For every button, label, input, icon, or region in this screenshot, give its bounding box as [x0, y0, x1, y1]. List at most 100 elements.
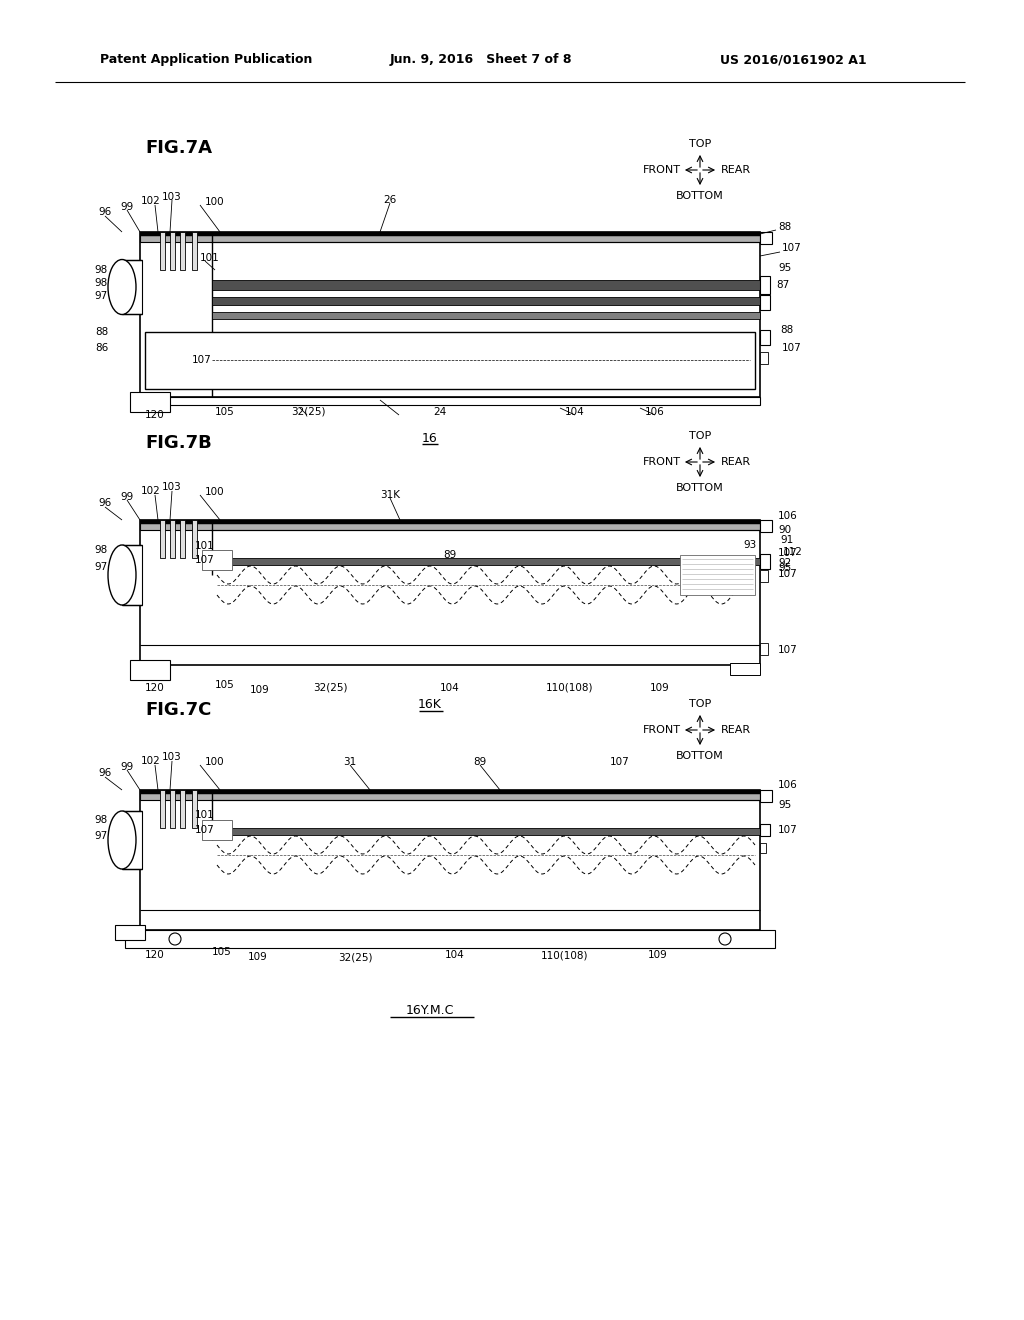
Text: 101: 101 [200, 253, 220, 263]
Bar [212, 297, 760, 305]
Text: 107: 107 [195, 554, 215, 565]
Text: 110(108): 110(108) [542, 950, 589, 960]
Bar [122, 810, 142, 869]
Bar [140, 520, 760, 665]
Text: 120: 120 [145, 950, 165, 960]
Text: 107: 107 [778, 825, 798, 836]
Text: 103: 103 [162, 191, 182, 202]
Text: 98: 98 [95, 265, 108, 275]
Bar [193, 232, 197, 271]
Text: 31K: 31K [380, 490, 400, 500]
Bar [193, 789, 197, 828]
Bar [140, 520, 760, 531]
Bar [760, 554, 770, 569]
Bar [760, 352, 768, 364]
Bar [212, 828, 760, 836]
Text: US 2016/0161902 A1: US 2016/0161902 A1 [720, 54, 866, 66]
Bar [760, 843, 766, 853]
Text: 107: 107 [782, 343, 802, 352]
Bar [140, 397, 760, 405]
Text: 107: 107 [195, 825, 215, 836]
Text: 96: 96 [98, 207, 112, 216]
Text: 97: 97 [95, 290, 108, 301]
Text: 109: 109 [648, 950, 668, 960]
Text: 95: 95 [778, 263, 792, 273]
Text: 105: 105 [215, 680, 234, 690]
Text: FRONT: FRONT [643, 165, 681, 176]
Bar [760, 330, 770, 345]
Bar [212, 280, 760, 290]
Bar [680, 554, 755, 595]
Text: 99: 99 [121, 202, 133, 213]
Text: 107: 107 [782, 243, 802, 253]
Text: TOP: TOP [689, 432, 711, 441]
Text: 101: 101 [195, 810, 215, 820]
Bar [760, 643, 768, 655]
Text: 104: 104 [445, 950, 465, 960]
Text: 99: 99 [121, 762, 133, 772]
Text: 89: 89 [473, 756, 486, 767]
Text: 106: 106 [778, 780, 798, 789]
Bar [140, 232, 760, 397]
Text: 86: 86 [95, 343, 108, 352]
Text: BOTTOM: BOTTOM [676, 191, 724, 201]
Text: REAR: REAR [721, 165, 751, 176]
Ellipse shape [108, 810, 136, 869]
Bar [140, 789, 760, 931]
Bar [160, 520, 165, 558]
Text: 109: 109 [248, 952, 268, 962]
Text: 99: 99 [121, 492, 133, 502]
Bar [122, 260, 142, 314]
Text: 88: 88 [780, 325, 794, 335]
Bar [122, 545, 142, 605]
Text: 101: 101 [195, 541, 215, 550]
Ellipse shape [108, 260, 136, 314]
Text: 96: 96 [98, 768, 112, 777]
Text: 88: 88 [95, 327, 108, 337]
Text: 88: 88 [778, 222, 792, 232]
Text: 98: 98 [95, 814, 108, 825]
Text: 97: 97 [95, 832, 108, 841]
Text: 112: 112 [783, 546, 803, 557]
Text: 91: 91 [780, 535, 794, 545]
Bar [760, 294, 770, 310]
Text: 105: 105 [215, 407, 234, 417]
Text: 31: 31 [343, 756, 356, 767]
Bar [160, 232, 165, 271]
Text: 32(25): 32(25) [312, 682, 347, 693]
Text: 100: 100 [205, 756, 224, 767]
Text: 95: 95 [778, 564, 792, 573]
Text: 106: 106 [778, 511, 798, 521]
Text: 120: 120 [145, 682, 165, 693]
Text: 102: 102 [141, 756, 161, 766]
Bar [180, 232, 185, 271]
Text: 26: 26 [383, 195, 396, 205]
Bar [130, 392, 170, 412]
Text: 107: 107 [778, 548, 798, 558]
Bar [180, 520, 185, 558]
Text: 16K: 16K [418, 698, 442, 711]
Bar [170, 520, 175, 558]
Text: 90: 90 [778, 525, 792, 535]
Text: REAR: REAR [721, 725, 751, 735]
Bar [760, 570, 768, 582]
Text: 24: 24 [433, 407, 446, 417]
Text: 32(25): 32(25) [338, 953, 373, 964]
Text: REAR: REAR [721, 457, 751, 467]
Bar [130, 660, 170, 680]
Bar [760, 789, 772, 803]
Text: 92: 92 [778, 558, 792, 568]
Text: 87: 87 [776, 280, 790, 290]
Text: 109: 109 [250, 685, 270, 696]
Text: 100: 100 [205, 197, 224, 207]
Text: Jun. 9, 2016   Sheet 7 of 8: Jun. 9, 2016 Sheet 7 of 8 [390, 54, 572, 66]
Text: 32(25): 32(25) [291, 407, 326, 417]
Text: 102: 102 [141, 486, 161, 496]
Text: 95: 95 [778, 800, 792, 810]
Bar [760, 276, 770, 294]
Bar [212, 312, 760, 319]
Text: 93: 93 [743, 540, 757, 550]
Text: 109: 109 [650, 682, 670, 693]
Text: FIG.7B: FIG.7B [145, 434, 212, 451]
Text: 106: 106 [645, 407, 665, 417]
